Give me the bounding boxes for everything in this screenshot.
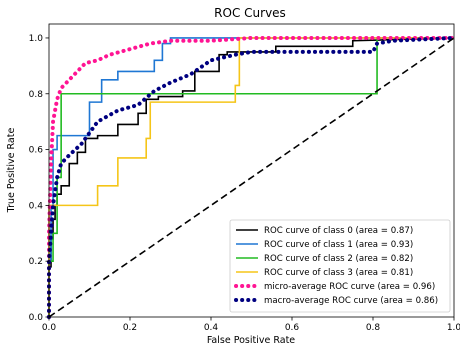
- legend-box: [229, 219, 451, 313]
- legend-entry-label: ROC curve of class 1 (area = 0.93): [264, 240, 413, 250]
- legend-entry-label: ROC curve of class 2 (area = 0.82): [264, 254, 413, 264]
- x-tick-label: 1.0: [447, 323, 460, 333]
- legend-entry-label: ROC curve of class 3 (area = 0.81): [264, 268, 413, 278]
- y-tick-label: 0.2: [29, 257, 43, 267]
- roc-curve-4: [47, 35, 456, 319]
- roc-curve-5: [47, 35, 456, 319]
- y-axis-label: True Positive Rate: [6, 128, 17, 214]
- y-tick-label: 0.0: [29, 313, 44, 323]
- x-tick-label: 0.8: [366, 323, 381, 333]
- y-tick-label: 0.8: [29, 90, 44, 100]
- legend-entry-label: micro-average ROC curve (area = 0.96): [264, 282, 435, 292]
- axis-ticks: 0.0 0.2 0.4 0.6 0.8 1.0 0.0 0.2 0.4 0.6 0.8 1.0: [29, 34, 460, 333]
- x-tick-label: 0.4: [204, 323, 219, 333]
- chart-title: ROC Curves: [214, 6, 286, 20]
- roc-curve-3: [48, 37, 454, 317]
- x-axis-label: False Positive Rate: [207, 335, 295, 346]
- legend: ROC curve of class 0 (area = 0.87) ROC cu…: [229, 219, 451, 313]
- x-tick-label: 0.2: [123, 323, 137, 333]
- y-tick-label: 0.6: [29, 146, 44, 156]
- x-tick-label: 0.6: [285, 323, 300, 333]
- roc-curve-0: [48, 37, 455, 317]
- plot-area: [47, 35, 456, 319]
- axes-frame: [48, 23, 455, 318]
- legend-entry-label: macro-average ROC curve (area = 0.86): [264, 296, 438, 306]
- x-tick-label: 0.0: [42, 323, 57, 333]
- y-tick-label: 1.0: [29, 34, 44, 44]
- chance-diagonal-line: [48, 37, 455, 318]
- legend-entry-label: ROC curve of class 0 (area = 0.87): [264, 226, 413, 236]
- y-tick-label: 0.4: [29, 201, 44, 211]
